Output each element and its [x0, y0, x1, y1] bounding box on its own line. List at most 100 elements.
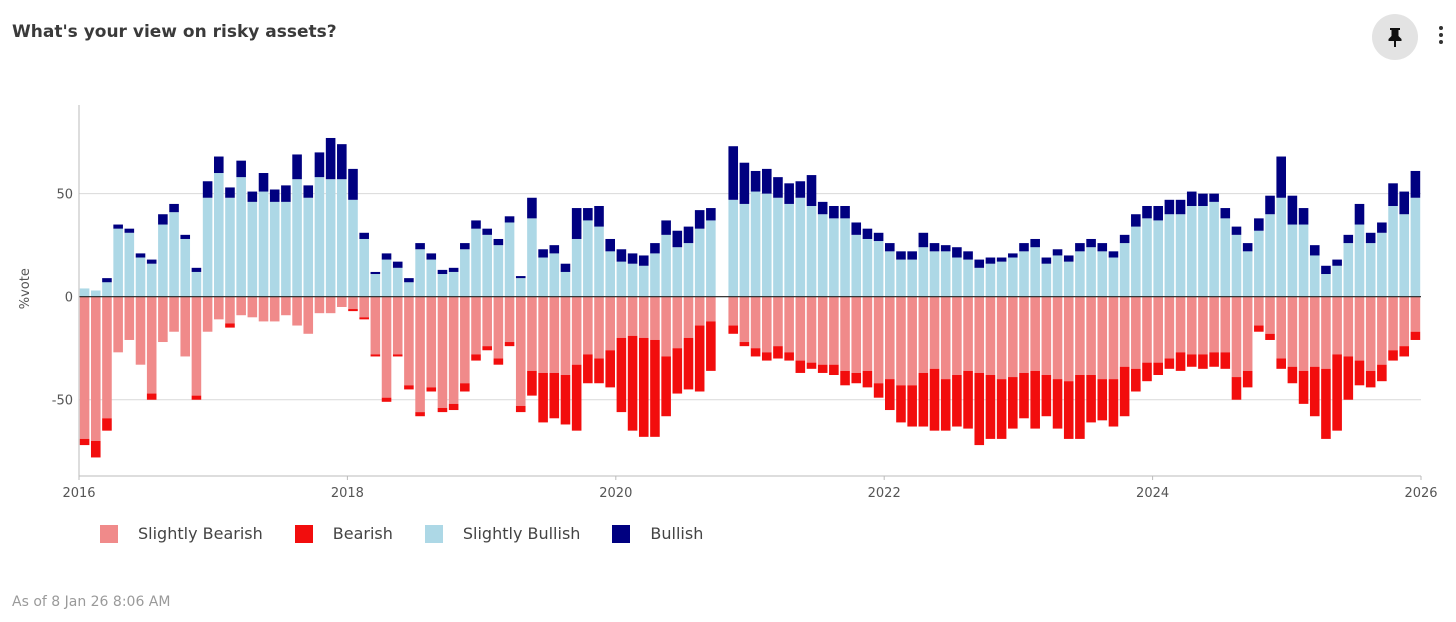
bar-slightly-bullish — [1321, 274, 1331, 297]
bar-bullish — [258, 173, 269, 192]
bar-bullish — [225, 187, 235, 198]
bar-bullish — [1265, 195, 1275, 215]
bar-bearish — [359, 317, 369, 320]
bar-bearish — [773, 346, 783, 359]
bar-slightly-bullish — [784, 203, 794, 297]
bar-bearish — [963, 370, 973, 429]
bar-bullish — [650, 243, 660, 254]
bar-slightly-bullish — [996, 261, 1007, 297]
bar-slightly-bullish — [661, 234, 671, 297]
bar-slightly-bearish — [180, 296, 191, 357]
bar-bearish — [191, 395, 202, 400]
bar-bullish — [996, 257, 1007, 262]
bar-bearish — [1287, 366, 1298, 384]
bar-slightly-bullish — [929, 251, 940, 297]
bar-bullish — [1086, 238, 1096, 248]
bar-slightly-bullish — [158, 224, 168, 297]
bar-slightly-bullish — [258, 191, 269, 297]
bar-bullish — [739, 162, 750, 204]
bar-slightly-bearish — [1298, 296, 1309, 371]
bar-slightly-bearish — [460, 296, 470, 384]
bar-bullish — [862, 228, 873, 239]
bar-bearish — [784, 352, 794, 361]
bar-slightly-bearish — [191, 296, 202, 396]
legend-item[interactable]: Bullish — [612, 524, 703, 543]
bar-slightly-bearish — [840, 296, 850, 371]
bar-bearish — [225, 323, 235, 328]
bar-slightly-bullish — [102, 282, 112, 297]
legend-item[interactable]: Bearish — [294, 524, 393, 543]
bar-slightly-bearish — [1242, 296, 1253, 371]
bar-bearish — [627, 335, 638, 431]
bar-bearish — [952, 375, 962, 427]
bar-slightly-bullish — [471, 228, 481, 297]
bar-slightly-bearish — [527, 296, 537, 371]
bar-slightly-bullish — [359, 238, 369, 297]
bar-bearish — [1209, 352, 1219, 367]
bar-slightly-bullish — [806, 205, 817, 297]
bar-slightly-bullish — [191, 271, 202, 297]
bar-slightly-bullish — [1399, 214, 1410, 297]
y-tick-label: 50 — [56, 188, 73, 203]
bar-bullish — [985, 257, 996, 264]
bar-bullish — [381, 253, 392, 260]
legend-item[interactable]: Slightly Bullish — [424, 524, 580, 543]
bar-bearish — [1075, 375, 1085, 439]
bar-bearish — [985, 375, 996, 439]
bar-bullish — [504, 216, 515, 223]
bar-bearish — [404, 385, 414, 390]
bar-bullish — [269, 189, 280, 202]
bar-bearish — [739, 342, 750, 347]
bar-bearish — [650, 339, 660, 437]
bar-bullish — [907, 251, 917, 260]
bar-bullish — [583, 208, 593, 221]
bar-slightly-bullish — [896, 259, 906, 297]
bar-bullish — [1119, 234, 1130, 244]
bar-slightly-bearish — [1321, 296, 1331, 369]
y-tick-label: 0 — [65, 291, 73, 306]
bar-bullish — [627, 253, 638, 264]
bar-bearish — [1164, 358, 1175, 369]
bar-slightly-bearish — [549, 296, 560, 373]
bar-bearish — [974, 372, 985, 446]
bar-bearish — [426, 387, 437, 392]
bar-bearish — [381, 397, 392, 402]
bar-slightly-bullish — [1041, 263, 1052, 297]
legend-item[interactable]: Slightly Bearish — [100, 524, 263, 543]
bar-slightly-bearish — [1198, 296, 1208, 355]
bar-bullish — [1063, 255, 1074, 262]
bar-bullish — [728, 146, 739, 200]
bar-bearish — [1399, 346, 1410, 357]
bar-bearish — [1242, 370, 1253, 388]
pin-button[interactable] — [1372, 14, 1418, 60]
bar-bullish — [1354, 203, 1365, 225]
bar-bullish — [840, 205, 850, 219]
bar-slightly-bullish — [885, 251, 895, 297]
legend-label: Slightly Bearish — [138, 524, 263, 543]
bar-bullish — [1254, 218, 1264, 231]
bar-slightly-bullish — [1220, 218, 1231, 297]
bar-bearish — [1153, 362, 1163, 376]
bar-bullish — [1198, 193, 1208, 206]
bar-bearish — [851, 372, 862, 384]
bar-bullish — [974, 259, 985, 268]
bar-slightly-bearish — [873, 296, 884, 384]
bar-slightly-bullish — [918, 247, 929, 297]
bar-bullish — [1276, 156, 1286, 198]
bar-slightly-bearish — [1041, 296, 1052, 376]
bar-bullish — [515, 276, 526, 279]
bar-slightly-bullish — [247, 201, 258, 297]
bar-bearish — [448, 403, 459, 411]
bar-bearish — [683, 337, 694, 390]
bar-bearish — [1254, 325, 1264, 332]
bar-bearish — [840, 370, 850, 386]
bar-bullish — [493, 238, 504, 246]
bar-bearish — [750, 348, 761, 357]
bar-bearish — [146, 393, 157, 400]
more-options-button[interactable] — [1432, 22, 1450, 48]
pin-icon — [1388, 28, 1402, 47]
bar-slightly-bearish — [985, 296, 996, 376]
bar-slightly-bearish — [504, 296, 515, 343]
bar-bearish — [1220, 352, 1231, 369]
bar-bearish — [1198, 354, 1208, 369]
